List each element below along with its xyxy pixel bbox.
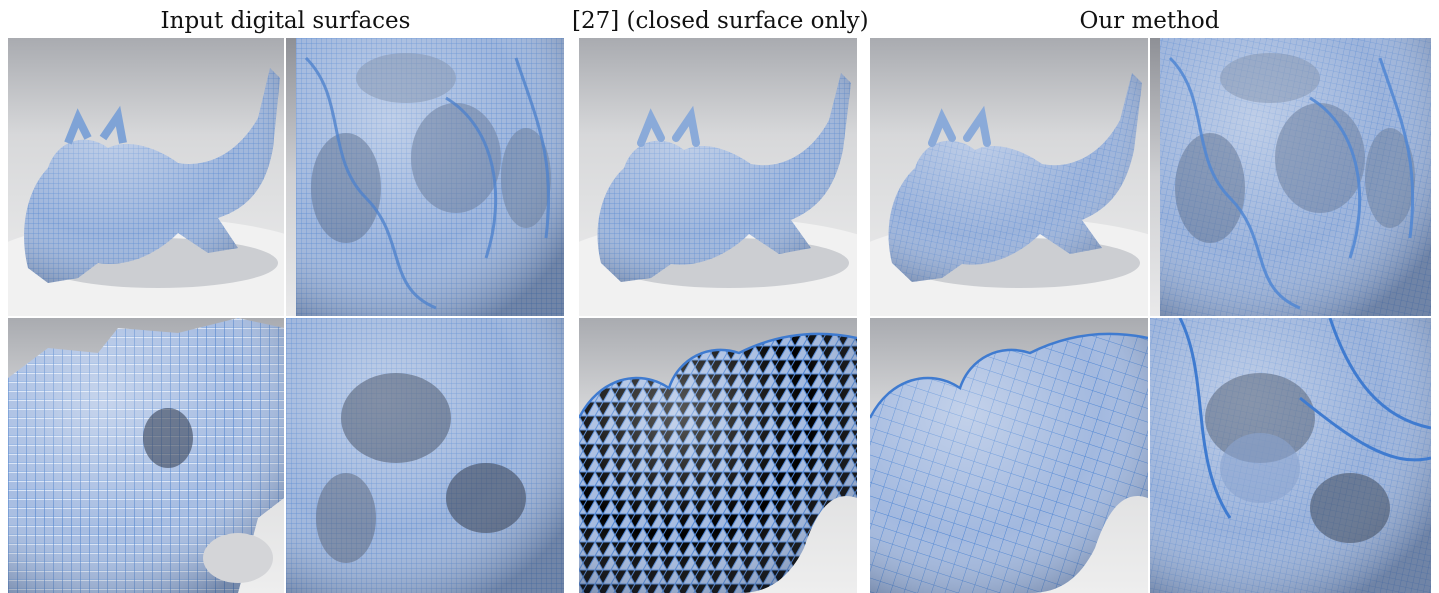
dragon-triangle-closeup xyxy=(579,318,857,593)
panel-input-lattice-closeup xyxy=(286,318,564,593)
panel-ref27-dragon-closeup xyxy=(579,318,857,593)
lattice-quad-closeup xyxy=(1150,318,1431,593)
dragon-voxel-closeup xyxy=(8,318,284,593)
dragon-quad-closeup xyxy=(870,318,1148,593)
column-title-our-method: Our method xyxy=(1079,8,1220,34)
column-title-input: Input digital surfaces xyxy=(160,8,411,34)
dragon-triangle-render xyxy=(579,38,857,316)
column-title-reference-27: [27] (closed surface only) xyxy=(572,8,869,34)
panel-ours-lattice-closeup xyxy=(1150,318,1431,593)
panel-input-dragon-closeup xyxy=(8,318,284,593)
panel-ours-lattice-overview xyxy=(1150,38,1431,316)
panel-input-dragon-overview xyxy=(8,38,284,316)
panel-ours-dragon-closeup xyxy=(870,318,1148,593)
panel-input-lattice-overview xyxy=(286,38,564,316)
dragon-quad-render xyxy=(870,38,1148,316)
lattice-voxel-closeup xyxy=(286,318,564,593)
lattice-voxel-render xyxy=(286,38,564,316)
panel-ours-dragon-overview xyxy=(870,38,1148,316)
dragon-voxel-render xyxy=(8,38,284,316)
lattice-quad-render xyxy=(1150,38,1431,316)
panel-ref27-dragon-overview xyxy=(579,38,857,316)
